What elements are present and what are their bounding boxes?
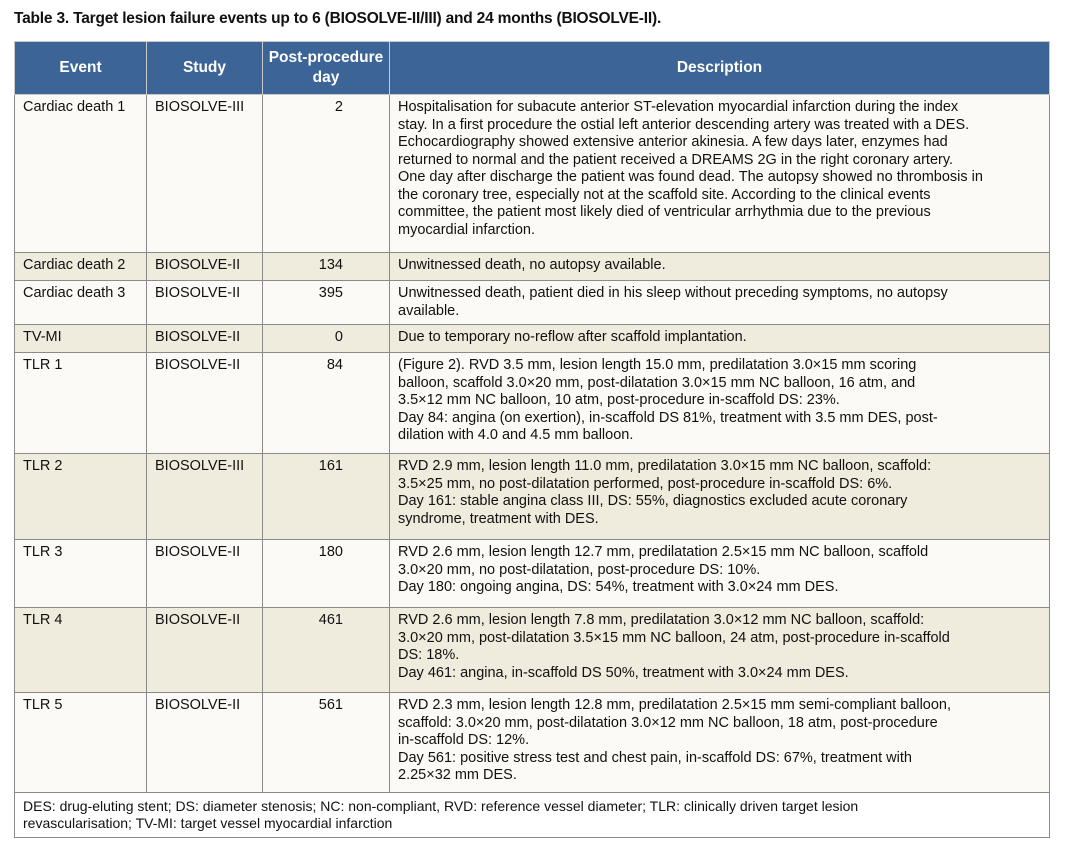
header-day: Post-procedure day bbox=[262, 41, 390, 95]
description-cell: Unwitnessed death, patient died in his s… bbox=[389, 280, 1050, 325]
day-cell: 84 bbox=[262, 352, 390, 454]
header-study: Study bbox=[146, 41, 263, 95]
table-row: Cardiac death 1 BIOSOLVE-III 2 Hospitalisat… bbox=[14, 94, 1050, 253]
study-cell: BIOSOLVE-II bbox=[146, 352, 263, 454]
day-cell: 2 bbox=[262, 94, 390, 253]
description-cell: RVD 2.6 mm, lesion length 7.8 mm, predil… bbox=[389, 607, 1050, 693]
study-cell: BIOSOLVE-II bbox=[146, 692, 263, 793]
footnote: DES: drug-eluting stent; DS: diameter st… bbox=[14, 792, 1050, 838]
event-cell: TLR 1 bbox=[14, 352, 147, 454]
event-cell: Cardiac death 2 bbox=[14, 252, 147, 281]
table-row: TLR 4 BIOSOLVE-II 461 RVD 2.6 mm, lesion le… bbox=[14, 607, 1050, 693]
day-cell: 395 bbox=[262, 280, 390, 325]
day-cell: 561 bbox=[262, 692, 390, 793]
header-description: Description bbox=[389, 41, 1050, 95]
study-cell: BIOSOLVE-II bbox=[146, 539, 263, 608]
day-cell: 134 bbox=[262, 252, 390, 281]
description-cell: RVD 2.6 mm, lesion length 12.7 mm, predi… bbox=[389, 539, 1050, 608]
day-cell: 161 bbox=[262, 453, 390, 540]
study-cell: BIOSOLVE-II bbox=[146, 280, 263, 325]
event-cell: TLR 5 bbox=[14, 692, 147, 793]
description-cell: (Figure 2). RVD 3.5 mm, lesion length 15… bbox=[389, 352, 1050, 454]
study-cell: BIOSOLVE-III bbox=[146, 453, 263, 540]
footnote-row: DES: drug-eluting stent; DS: diameter st… bbox=[14, 792, 1050, 838]
table-row: TLR 5 BIOSOLVE-II 561 RVD 2.3 mm, lesion le… bbox=[14, 692, 1050, 793]
description-cell: RVD 2.3 mm, lesion length 12.8 mm, predi… bbox=[389, 692, 1050, 793]
header-row: Event Study Post-procedure day Descripti… bbox=[14, 41, 1050, 95]
description-cell: RVD 2.9 mm, lesion length 11.0 mm, predi… bbox=[389, 453, 1050, 540]
day-cell: 180 bbox=[262, 539, 390, 608]
table-row: TV-MI BIOSOLVE-II 0 Due to temporary no-ref… bbox=[14, 324, 1050, 353]
study-cell: BIOSOLVE-II bbox=[146, 324, 263, 353]
table-row: Cardiac death 2 BIOSOLVE-II 134 Unwitnessed… bbox=[14, 252, 1050, 281]
table-title: Table 3. Target lesion failure events up… bbox=[14, 10, 662, 27]
event-cell: Cardiac death 3 bbox=[14, 280, 147, 325]
table-row: Cardiac death 3 BIOSOLVE-II 395 Unwitnessed… bbox=[14, 280, 1050, 325]
description-cell: Hospitalisation for subacute anterior ST… bbox=[389, 94, 1050, 253]
study-cell: BIOSOLVE-III bbox=[146, 94, 263, 253]
day-cell: 0 bbox=[262, 324, 390, 353]
day-cell: 461 bbox=[262, 607, 390, 693]
event-cell: TLR 2 bbox=[14, 453, 147, 540]
table-row: TLR 2 BIOSOLVE-III 161 RVD 2.9 mm, lesion l… bbox=[14, 453, 1050, 540]
description-cell: Due to temporary no-reflow after scaffol… bbox=[389, 324, 1050, 353]
event-cell: Cardiac death 1 bbox=[14, 94, 147, 253]
study-cell: BIOSOLVE-II bbox=[146, 607, 263, 693]
description-cell: Unwitnessed death, no autopsy available. bbox=[389, 252, 1050, 281]
table-row: TLR 1 BIOSOLVE-II 84 (Figure 2). RVD 3.5 mm… bbox=[14, 352, 1050, 454]
events-table: Event Study Post-procedure day Descripti… bbox=[14, 41, 1050, 838]
study-cell: BIOSOLVE-II bbox=[146, 252, 263, 281]
table-row: TLR 3 BIOSOLVE-II 180 RVD 2.6 mm, lesion le… bbox=[14, 539, 1050, 608]
event-cell: TLR 4 bbox=[14, 607, 147, 693]
event-cell: TLR 3 bbox=[14, 539, 147, 608]
event-cell: TV-MI bbox=[14, 324, 147, 353]
header-event: Event bbox=[14, 41, 147, 95]
